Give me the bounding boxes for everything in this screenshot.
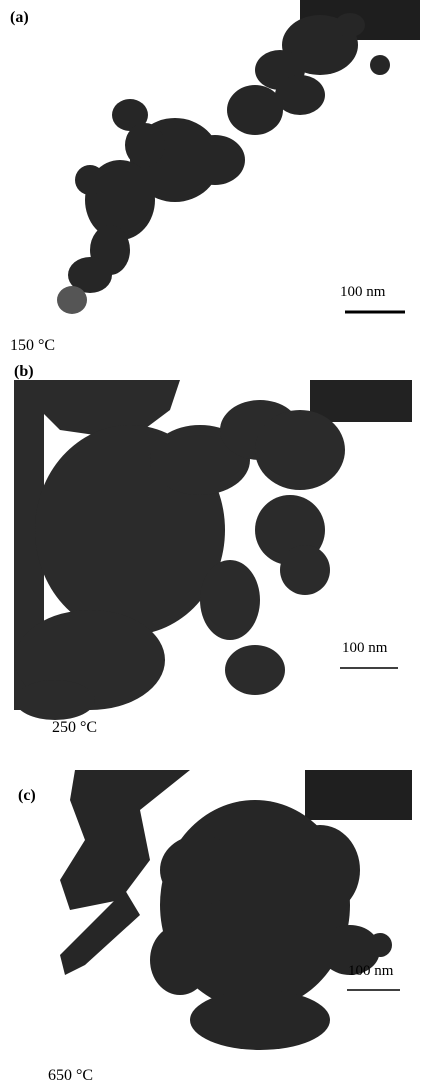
panel-label: (b) bbox=[14, 363, 34, 380]
panel-label: (a) bbox=[10, 9, 29, 26]
micrograph-b bbox=[14, 380, 412, 720]
scale-bar-label: 100 nm bbox=[340, 284, 386, 300]
scale-bar-label: 100 nm bbox=[342, 640, 388, 656]
scale-bar-label: 100 nm bbox=[348, 963, 394, 979]
micrograph-c bbox=[60, 770, 412, 1050]
temperature-label: 150 °C bbox=[10, 337, 55, 354]
temperature-label: 650 °C bbox=[48, 1067, 93, 1084]
panel-label: (c) bbox=[18, 787, 36, 804]
temperature-label: 250 °C bbox=[52, 719, 97, 736]
micrograph-a bbox=[57, 0, 420, 314]
figure: (a) 100 nm 150 °C (b) 100 nm 250 °C (c) … bbox=[0, 0, 427, 1088]
page: {"figure": {"panels": [ {"label": "(a)",… bbox=[0, 0, 427, 1088]
